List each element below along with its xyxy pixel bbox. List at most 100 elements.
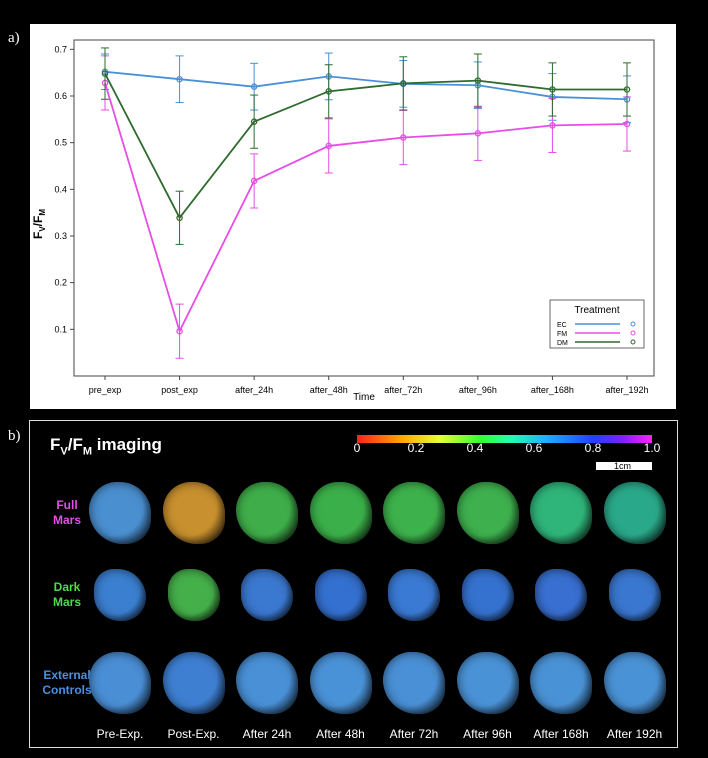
plot-frame: [73, 39, 655, 377]
colorbar-tick-label: 0.2: [407, 441, 425, 455]
scale-bar-label: 1cm: [614, 461, 632, 471]
data-point: [176, 327, 183, 335]
line-chart: 0.1 0.2 0.3 0.4 0.5 0.6 0.7 pre_exp post_exp aft…: [31, 39, 655, 403]
y-tick-label: 0.2: [54, 278, 67, 288]
column-label: Pre-Exp.: [96, 727, 144, 741]
column-label: After 168h: [533, 727, 589, 741]
series-line-FM: [104, 82, 628, 334]
panel-a-label: a): [8, 30, 20, 46]
data-point: [176, 75, 183, 83]
fluorescence-image: [383, 482, 445, 544]
fluorescence-image: [241, 569, 293, 621]
fluorescence-image: [162, 652, 225, 714]
y-tick-label: 0.5: [54, 138, 67, 148]
fluorescence-image: [456, 482, 519, 544]
y-tick-label: 0.3: [54, 231, 67, 241]
fluorescence-image: [89, 652, 151, 714]
scale-bar: [596, 462, 652, 470]
colorbar-tick-label: 0: [353, 441, 361, 455]
fluorescence-image: [461, 569, 514, 621]
colorbar-tick-label: 0.4: [466, 441, 484, 455]
column-label: After 48h: [316, 727, 365, 741]
fluorescence-image: [309, 482, 372, 544]
data-point: [549, 86, 556, 93]
y-axis: 0.1 0.2 0.3 0.4 0.5 0.6 0.7: [54, 44, 74, 334]
fluorescence-image: [530, 482, 592, 544]
x-tick-label: after_48h: [310, 385, 348, 395]
y-axis-title: FV/FM: [31, 209, 47, 239]
data-point: [101, 70, 109, 77]
fluorescence-image: [383, 652, 445, 714]
colorbar-tick-label: 1.0: [643, 441, 661, 455]
x-axis-title: Time: [353, 392, 375, 403]
fluorescence-image: [314, 569, 367, 621]
data-point: [549, 122, 556, 129]
data-point: [250, 83, 258, 90]
y-tick-label: 0.4: [54, 184, 67, 194]
column-label: After 24h: [242, 727, 292, 741]
x-tick-label: after_72h: [384, 385, 422, 395]
data-point: [176, 214, 183, 222]
data-point: [325, 88, 332, 95]
x-tick-label: after_168h: [531, 385, 574, 395]
column-label: Post-Exp.: [167, 727, 220, 741]
x-tick-label: pre_exp: [89, 385, 122, 395]
data-point: [250, 177, 258, 185]
fluorescence-image: [236, 482, 298, 544]
data-point: [400, 80, 407, 87]
legend-label-FM: FM: [557, 331, 567, 338]
column-label: After 72h: [389, 727, 439, 741]
fluorescence-image: [309, 652, 372, 714]
fluorescence-image: [535, 569, 587, 621]
fluorescence-image: [162, 482, 225, 544]
y-tick-label: 0.7: [54, 44, 67, 54]
series-DM: [101, 47, 631, 245]
column-label: After 192h: [606, 727, 663, 741]
fluorescence-image: [94, 569, 146, 621]
x-tick-label: post_exp: [161, 385, 198, 395]
legend-label-DM: DM: [557, 340, 568, 347]
series-line-DM: [104, 73, 627, 220]
fluorescence-image: [530, 652, 592, 714]
legend-marker: [630, 330, 636, 336]
row-label: External Controls: [42, 668, 92, 697]
legend-marker: [630, 321, 636, 327]
x-tick-label: after_24h: [235, 385, 273, 395]
legend: Treatment EC FM DM: [549, 299, 645, 349]
fluorescence-image: [236, 652, 298, 714]
series-FM: [101, 55, 631, 359]
x-tick-label: after_96h: [459, 385, 497, 395]
colorbar-tick-label: 0.6: [525, 441, 543, 455]
column-label: After 96h: [463, 727, 512, 741]
panel-b-label: b): [8, 428, 21, 444]
data-point: [623, 86, 631, 93]
data-point: [474, 77, 482, 84]
colorbar: [357, 435, 652, 443]
data-point: [325, 142, 332, 150]
data-point: [250, 118, 258, 125]
fluorescence-image: [603, 652, 666, 714]
legend-label-EC: EC: [557, 322, 567, 329]
data-point: [474, 130, 482, 137]
fluorescence-image: [608, 569, 661, 621]
x-tick-label: after_192h: [605, 385, 648, 395]
line-chart-panel: 0.1 0.2 0.3 0.4 0.5 0.6 0.7 pre_exp post_exp aft…: [30, 24, 676, 409]
legend-marker: [630, 339, 636, 345]
imaging-title: FV/FM imaging: [50, 435, 162, 458]
colorbar-tick-label: 0.8: [584, 441, 602, 455]
y-tick-label: 0.6: [54, 91, 67, 101]
y-tick-label: 0.1: [54, 324, 67, 334]
legend-title: Treatment: [574, 305, 619, 316]
data-point: [623, 120, 631, 128]
x-axis: pre_exp post_exp after_24h after_48h after_7…: [89, 376, 649, 395]
imaging-panel: FV/FM imaging 0 0.2 0.4 0.6 0.8 1.0 1cm Full M…: [29, 420, 678, 748]
fluorescence-image: [167, 569, 220, 621]
data-point: [400, 134, 407, 141]
row-label: Full Mars: [52, 498, 81, 527]
fluorescence-image: [456, 652, 519, 714]
series-layer: [101, 47, 631, 359]
row-label: Dark Mars: [52, 580, 81, 609]
fluorescence-image: [89, 482, 151, 544]
series-line-EC: [104, 70, 628, 101]
fluorescence-image: [388, 569, 440, 621]
